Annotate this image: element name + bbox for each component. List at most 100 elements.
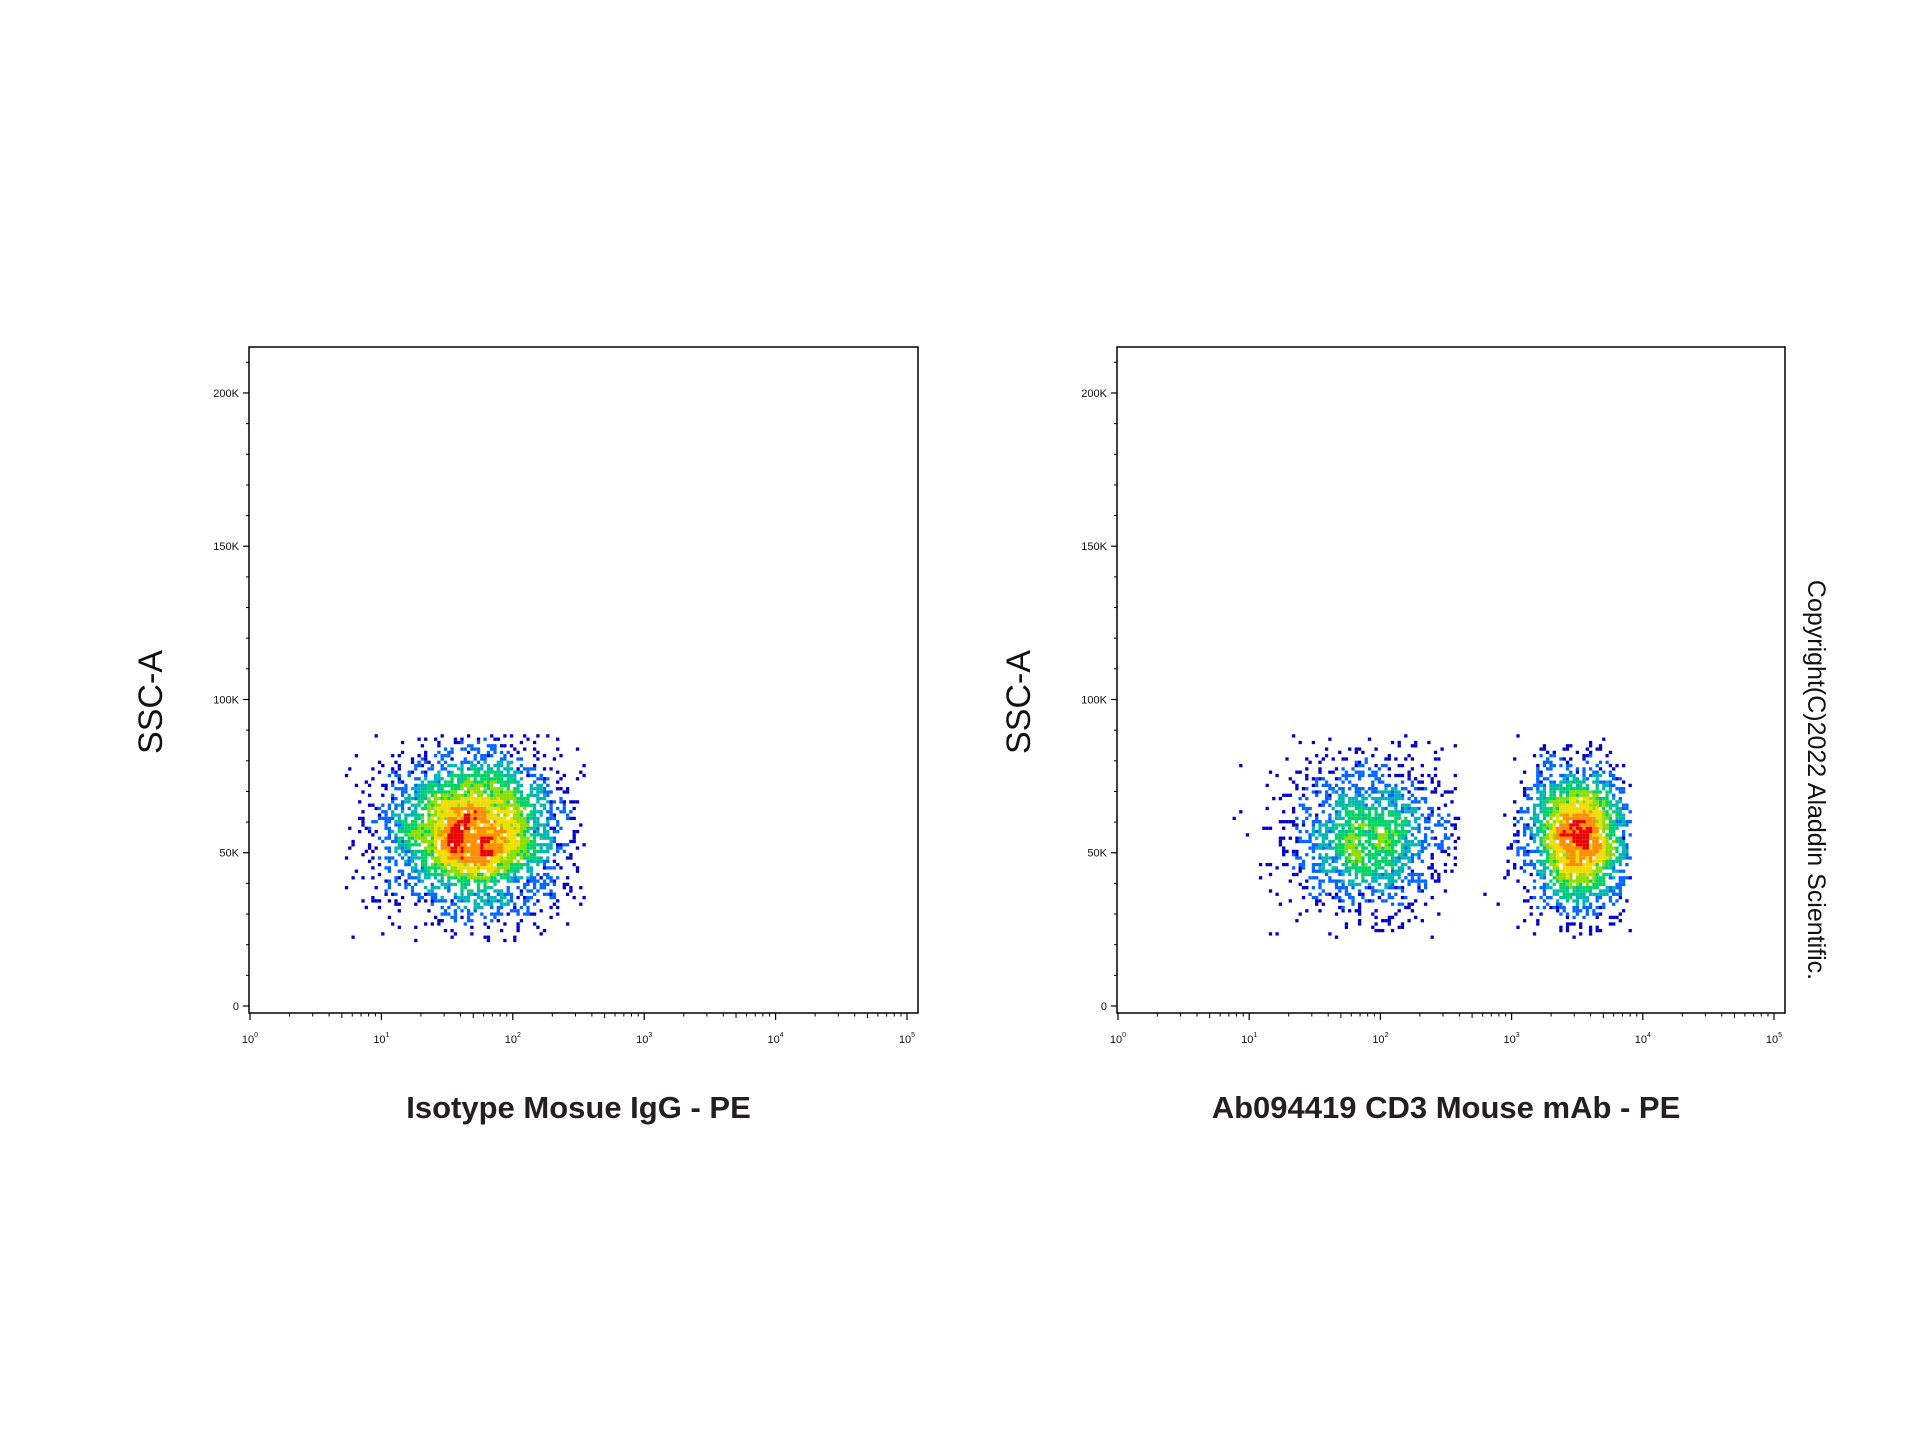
event-dot [1598,747,1603,751]
event-dot [1579,879,1583,883]
event-dot [1582,872,1586,877]
event-dot [480,826,484,830]
event-dot [1364,790,1368,794]
event-dot [440,813,444,817]
event-dot [1430,813,1434,817]
event-dot [1354,796,1358,801]
event-dot [1526,849,1530,854]
event-dot [526,866,530,870]
event-dot [410,787,415,791]
event-dot [486,846,491,850]
event-dot [556,806,560,811]
event-dot [1572,839,1576,844]
event-dot [1400,879,1405,883]
event-dot [391,856,395,860]
event-dot [539,783,543,788]
event-dot [1430,866,1434,870]
event-dot [529,790,533,794]
event-dot [486,862,491,867]
event-dot [1598,882,1603,887]
event-dot [1565,796,1570,801]
event-dot [1562,787,1566,791]
event-dot [1575,770,1580,774]
event-dot [1374,820,1378,824]
event-dot [460,747,464,751]
event-dot [1324,826,1329,830]
event-dot [460,783,464,788]
event-dot [1569,836,1573,840]
event-dot [1559,849,1563,854]
event-dot [1387,859,1391,863]
event-dot [516,853,520,857]
event-dot [486,899,491,903]
event-dot [440,862,444,867]
event-dot [506,902,510,906]
event-dot [486,777,491,781]
event-dot [483,813,487,817]
event-dot [457,895,461,900]
event-dot [1539,793,1543,797]
event-dot [552,879,557,883]
event-dot [1605,810,1609,814]
event-dot [1315,829,1319,834]
event-dot [1344,862,1349,867]
event-dot [420,895,425,900]
event-dot [440,796,444,801]
event-dot [447,806,451,811]
event-dot [437,770,441,774]
event-dot [447,882,451,887]
event-dot [417,803,421,807]
event-dot [1387,823,1391,827]
event-dot [490,813,494,817]
event-dot [420,866,425,870]
event-dot [1585,882,1589,887]
event-dot [1384,823,1388,827]
event-dot [447,843,451,847]
event-dot [457,866,461,870]
event-dot [473,800,477,804]
event-dot [1608,889,1613,893]
event-dot [1555,843,1560,847]
event-dot [1572,849,1576,854]
event-dot [480,763,484,768]
event-dot [1387,892,1391,896]
event-dot [450,866,454,870]
event-dot [486,813,491,817]
event-dot [1595,846,1599,850]
event-dot [1318,853,1322,857]
event-dot [1420,879,1424,883]
event-dot [499,849,504,854]
event-dot [483,796,487,801]
event-dot [1569,862,1573,867]
event-dot [394,892,398,896]
event-dot [447,810,451,814]
event-dot [1602,889,1606,893]
event-dot [1447,853,1451,857]
event-dot [562,773,566,778]
event-dot [523,912,527,916]
event-dot [1555,846,1560,850]
event-dot [490,803,494,807]
event-dot [1354,876,1358,880]
event-dot [440,849,444,854]
event-dot [1328,876,1332,880]
event-dot [483,780,487,784]
event-dot [371,849,375,854]
event-dot [391,800,395,804]
event-dot [1295,783,1299,788]
event-dot [506,879,510,883]
event-dot [1582,770,1586,774]
event-dot [1377,882,1382,887]
event-dot [516,767,520,771]
event-dot [1377,895,1382,900]
event-dot [1588,754,1593,758]
event-dot [1417,882,1421,887]
event-dot [1404,806,1408,811]
event-dot [1443,849,1448,854]
event-dot [516,820,520,824]
event-dot [532,846,537,850]
event-dot [374,806,378,811]
event-dot [463,803,467,807]
event-dot [526,882,530,887]
event-dot [575,866,580,870]
